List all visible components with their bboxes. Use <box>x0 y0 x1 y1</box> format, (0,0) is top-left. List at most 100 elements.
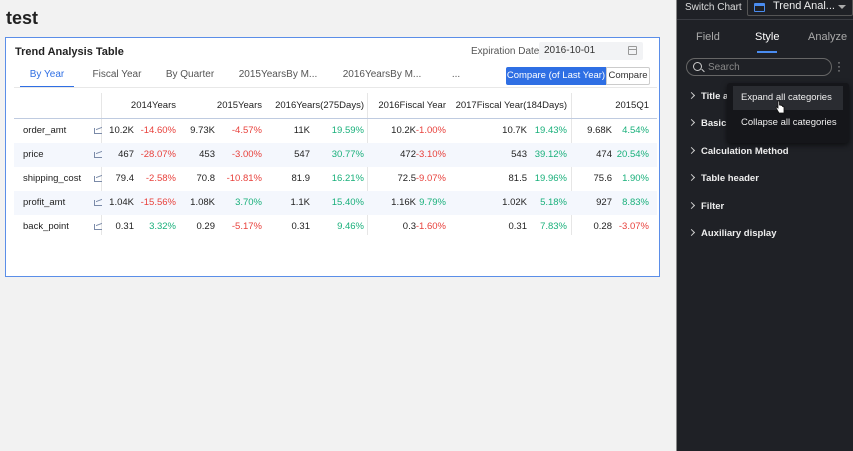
section-table-header[interactable]: Table header <box>687 173 759 184</box>
compare-last-year-button[interactable]: Compare (of Last Year) <box>506 67 606 85</box>
cell-value: 70.8 <box>196 173 216 184</box>
cell-change: -2.58% <box>145 173 176 184</box>
row-label: order_amt <box>23 125 67 136</box>
trend-chart-icon[interactable] <box>94 128 102 134</box>
column-header: 2014Years <box>130 100 176 111</box>
cell-value: 11K <box>293 125 310 136</box>
chart-type-select[interactable]: Trend Anal... <box>747 0 853 16</box>
cell-change: 19.43% <box>534 125 567 136</box>
options-dropdown: Expand all categories Collapse all categ… <box>727 83 849 143</box>
chevron-right-icon <box>687 118 696 127</box>
cell-value: 927 <box>596 197 612 208</box>
cell-change: 5.18% <box>540 197 567 208</box>
cell-change: -3.10% <box>415 149 446 160</box>
cell-change: -9.07% <box>415 173 446 184</box>
cell-change: 4.54% <box>622 125 649 136</box>
cell-value: 0.31 <box>508 221 528 232</box>
cell-value: 9.68K <box>587 125 612 136</box>
trend-chart-icon[interactable] <box>94 152 102 158</box>
panel-divider <box>676 0 677 451</box>
chart-type-value: Trend Anal... <box>773 0 835 12</box>
calendar-icon <box>628 46 637 55</box>
cell-change: 9.46% <box>337 221 364 232</box>
column-header: 2016Fiscal Year <box>378 100 446 111</box>
cell-value: 467 <box>118 149 134 160</box>
cell-change: 15.40% <box>331 197 364 208</box>
trend-chart-icon[interactable] <box>94 176 102 182</box>
table-row: profit_amt 1.04K -15.56% 1.08K 3.70% 1.1K 15.4… <box>14 191 657 215</box>
collapse-all-categories-item[interactable]: Collapse all categories <box>741 117 837 128</box>
tab-more[interactable]: ... <box>451 69 461 80</box>
tab-analyze[interactable]: Analyze <box>808 31 848 43</box>
expiration-date-picker[interactable]: 2016-10-01 <box>539 42 643 60</box>
table-chart-icon <box>754 3 765 12</box>
cell-value: 472 <box>400 149 416 160</box>
cell-value: 9.73K <box>190 125 215 136</box>
cell-change: 3.70% <box>235 197 262 208</box>
cell-change: 3.32% <box>149 221 176 232</box>
row-label: back_point <box>23 221 69 232</box>
column-header: 2016Years(275Days) <box>275 100 364 111</box>
trend-chart-icon[interactable] <box>94 200 102 206</box>
cell-value: 79.4 <box>115 173 135 184</box>
search-placeholder: Search <box>708 62 740 73</box>
cell-value: 0.31 <box>115 221 135 232</box>
cell-value: 10.7K <box>502 125 527 136</box>
table-body: order_amt 10.2K -14.60% 9.73K -4.57% 11K 19.59… <box>14 119 657 239</box>
section-title[interactable]: Title a <box>687 91 728 102</box>
search-icon <box>693 62 702 71</box>
tab-by-quarter[interactable]: By Quarter <box>165 69 215 80</box>
cell-value: 1.08K <box>190 197 215 208</box>
cell-change: 9.79% <box>419 197 446 208</box>
cell-value: 547 <box>294 149 310 160</box>
search-input[interactable]: Search <box>686 58 832 76</box>
more-options-icon[interactable]: · · · <box>837 55 841 77</box>
hand-cursor-icon <box>775 100 785 114</box>
chevron-right-icon <box>687 228 696 237</box>
tab-fiscal-year[interactable]: Fiscal Year <box>92 69 142 80</box>
cell-value: 1.02K <box>502 197 527 208</box>
cell-change: -15.56% <box>140 197 176 208</box>
table-row: price 467 -28.07% 453 -3.00% 547 30.77% 472 -3.1… <box>14 143 657 167</box>
tabs-divider <box>14 87 657 88</box>
section-auxiliary-display[interactable]: Auxiliary display <box>687 228 777 239</box>
section-filter[interactable]: Filter <box>687 201 724 212</box>
table-row: shipping_cost 79.4 -2.58% 70.8 -10.81% 81.9 16… <box>14 167 657 191</box>
tab-style[interactable]: Style <box>755 31 780 43</box>
switch-chart-label: Switch Chart <box>685 2 742 13</box>
row-label: shipping_cost <box>23 173 82 184</box>
cell-value: 543 <box>511 149 527 160</box>
expand-all-categories-item[interactable]: Expand all categories <box>733 86 843 110</box>
cell-value: 1.04K <box>109 197 134 208</box>
cell-value: 72.5 <box>397 173 417 184</box>
page-title: test <box>6 8 39 28</box>
cell-value: 10.2K <box>391 125 416 136</box>
section-basic[interactable]: Basic <box>687 118 726 129</box>
cell-value: 81.9 <box>291 173 311 184</box>
trend-chart-icon[interactable] <box>94 224 102 230</box>
tab-field[interactable]: Field <box>696 31 720 43</box>
cell-change: 1.90% <box>622 173 649 184</box>
cell-change: 8.83% <box>622 197 649 208</box>
expiration-label: Expiration Date <box>471 46 540 57</box>
cell-change: 39.12% <box>534 149 567 160</box>
cell-change: 30.77% <box>331 149 364 160</box>
active-tab-indicator <box>757 51 777 53</box>
tab-by-year[interactable]: By Year <box>20 66 74 88</box>
tab-2015-by-month[interactable]: 2015YearsBy M... <box>238 69 318 80</box>
cell-change: -3.07% <box>618 221 649 232</box>
cell-change: -28.07% <box>140 149 176 160</box>
column-header: 2015Q1 <box>615 100 649 111</box>
caret-down-icon <box>838 5 846 9</box>
tab-2016-by-month[interactable]: 2016YearsBy M... <box>342 69 422 80</box>
section-calculation-method[interactable]: Calculation Method <box>687 146 789 157</box>
row-label: price <box>23 149 44 160</box>
chevron-right-icon <box>687 91 696 100</box>
cell-change: -1.00% <box>415 125 446 136</box>
cell-value: 0.29 <box>196 221 216 232</box>
column-header: 2015Years <box>216 100 262 111</box>
cell-change: -5.17% <box>231 221 262 232</box>
cell-change: 16.21% <box>331 173 364 184</box>
compare-button[interactable]: Compare <box>606 67 650 85</box>
cell-value: 1.1K <box>290 197 310 208</box>
